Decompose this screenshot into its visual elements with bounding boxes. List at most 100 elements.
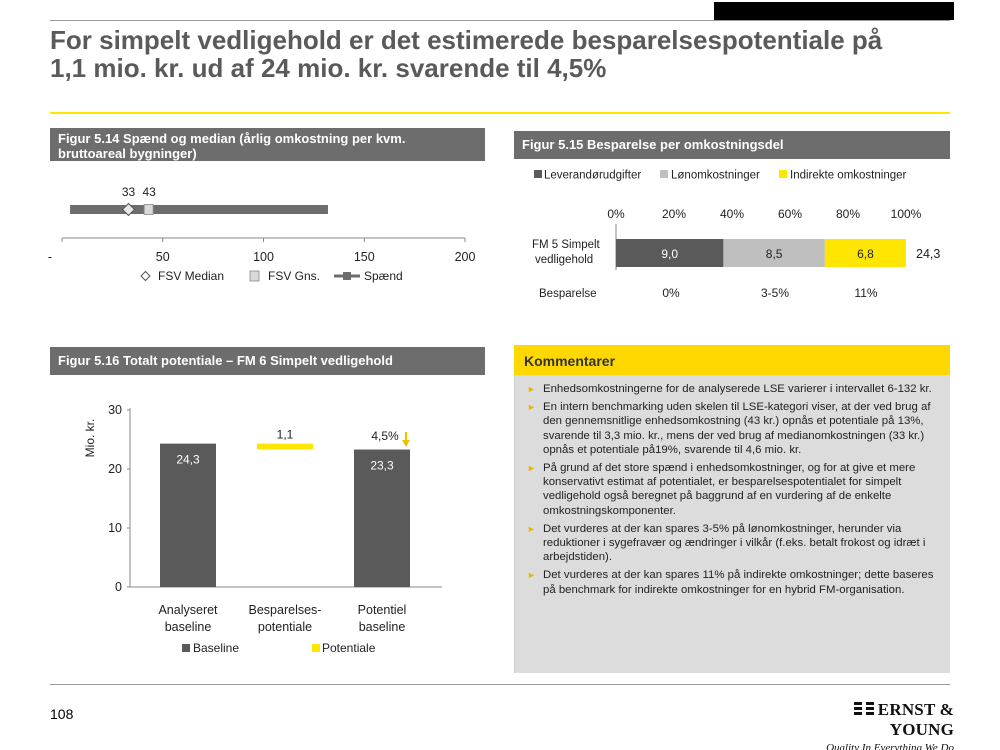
logo-name: ERNST & YOUNG	[877, 700, 954, 739]
fig515-segment-label: 6,8	[857, 247, 874, 261]
legend-indirect-swatch	[779, 170, 787, 178]
fig516-y-tick-label: 10	[108, 521, 122, 535]
fig515-bar-segment	[616, 239, 724, 267]
fig514-tick-label: -	[48, 250, 52, 264]
comment-text: Det vurderes at der kan spares 11% på in…	[543, 569, 934, 596]
fig515-bar-segment	[824, 239, 906, 267]
fig516-category-label: baseline	[359, 620, 406, 634]
comment-item: ► En intern benchmarking uden skelen til …	[527, 400, 938, 457]
page-title-line-1: For simpelt vedligehold er det estimered…	[50, 25, 883, 55]
fig514-title-line-1: Figur 5.14 Spænd og median (årlig omkost…	[58, 131, 406, 146]
bottom-divider	[50, 684, 950, 685]
legend-potential-label: Potentiale	[322, 641, 376, 655]
comments-panel: Kommentarer ► Enhedsomkostningerne for de…	[514, 345, 950, 673]
fig516-y-tick-label: 20	[108, 462, 122, 476]
legend-potential-swatch	[312, 644, 320, 652]
fig514-header: Figur 5.14 Spænd og median (årlig omkost…	[50, 128, 485, 161]
bullet-arrow-icon: ►	[527, 570, 536, 581]
fig514-tick-label: 200	[455, 250, 476, 264]
fig516-title: Figur 5.16 Totalt potentiale – FM 6 Simp…	[58, 353, 393, 368]
legend-supplier-label: Leverandørudgifter	[544, 170, 641, 182]
bullet-arrow-icon: ►	[527, 463, 536, 474]
fig516-bar	[160, 443, 216, 587]
comment-item: ► På grund af det store spænd i enhedsomk…	[527, 461, 938, 518]
comments-list: ► Enhedsomkostningerne for de analyserede…	[527, 382, 938, 597]
fig516-bar-label: 24,3	[176, 453, 200, 467]
fig516-y-label: Mio. kr.	[83, 419, 97, 458]
page-title: For simpelt vedligehold er det estimered…	[50, 26, 960, 82]
legend-median-swatch	[140, 270, 151, 282]
fig514-title-line-2: bruttoareal bygninger)	[58, 146, 197, 161]
comment-item: ► Det vurderes at der kan spares 11% på i…	[527, 568, 938, 596]
fig515-savings-value: 11%	[854, 286, 877, 300]
fig515-percent-tick: 20%	[662, 207, 686, 221]
comment-item: ► Det vurderes at der kan spares 3-5% på …	[527, 522, 938, 565]
fig515-category-line-1: FM 5 Simpelt	[532, 239, 601, 251]
comment-text: En intern benchmarking uden skelen til L…	[543, 401, 931, 456]
fig516-category-label: Besparelses-	[249, 603, 322, 617]
legend-median-label: FSV Median	[158, 269, 224, 283]
fig514-average-marker	[143, 204, 154, 215]
fig515-title: Figur 5.15 Besparelse per omkostningsdel	[522, 137, 784, 152]
fig515-bar-segment	[723, 239, 825, 267]
fig516-bar-label: 23,3	[370, 459, 394, 473]
logo-tagline: Quality In Everything We Do	[826, 742, 954, 750]
fig515-percent-tick: 100%	[891, 207, 922, 221]
bullet-arrow-icon: ►	[527, 384, 536, 394]
legend-baseline-swatch	[182, 644, 190, 652]
ey-logo-icon	[853, 702, 874, 717]
fig515-percent-tick: 0%	[607, 207, 625, 221]
legend-wages-label: Lønomkostninger	[671, 170, 760, 182]
legend-baseline-label: Baseline	[193, 641, 239, 655]
ernst-young-logo: ERNST & YOUNG Quality In Everything We D…	[788, 700, 954, 750]
fig516-category-label: potentiale	[258, 620, 312, 634]
legend-range-swatch	[343, 272, 351, 280]
fig516-chart: Mio. kr. 0 10 20 30 24,3 1,1 23,3 4,5% Analys…	[83, 403, 442, 655]
fig515-chart: Leverandørudgifter Lønomkostninger Indir…	[532, 170, 940, 301]
legend-range-label: Spænd	[364, 269, 403, 283]
comment-text: Enhedsomkostningerne for de analyserede …	[543, 383, 932, 395]
fig516-y-tick-label: 0	[115, 580, 122, 594]
legend-indirect-label: Indirekte omkostninger	[790, 170, 907, 182]
comment-text: Det vurderes at der kan spares 3-5% på l…	[543, 522, 926, 564]
fig516-y-tick-label: 30	[108, 403, 122, 417]
fig515-percent-tick: 60%	[778, 207, 802, 221]
page-title-line-2: 1,1 mio. kr. ud af 24 mio. kr. svarende …	[50, 53, 607, 83]
fig514-median-label: 33	[122, 185, 136, 199]
fig516-category-label: Potentiel	[358, 603, 407, 617]
fig515-savings-value: 3-5%	[761, 286, 789, 300]
fig514-average-label: 43	[142, 185, 156, 199]
fig516-category-label: baseline	[165, 620, 212, 634]
fig515-category-line-2: vedligehold	[535, 254, 593, 266]
fig515-percent-tick: 80%	[836, 207, 860, 221]
bullet-arrow-icon: ►	[527, 402, 536, 413]
fig515-segment-label: 9,0	[661, 247, 678, 261]
fig514-chart: 33 43 - 50 100 150 200 FSV Median FSV Gns. S…	[48, 185, 476, 283]
fig514-median-marker	[121, 202, 136, 217]
page-number: 108	[50, 706, 74, 722]
fig515-percent-tick: 40%	[720, 207, 744, 221]
down-arrow-icon	[402, 432, 410, 447]
redaction-bar	[714, 2, 954, 20]
legend-supplier-swatch	[534, 170, 542, 178]
comments-title: Kommentarer	[514, 345, 950, 375]
fig514-tick-label: 100	[253, 250, 274, 264]
legend-wages-swatch	[660, 170, 668, 178]
comment-item: ► Enhedsomkostningerne for de analyserede…	[527, 382, 938, 396]
fig514-tick-label: 50	[156, 250, 170, 264]
fig515-segment-label: 8,5	[766, 247, 783, 261]
fig516-bar-label: 1,1	[277, 428, 294, 442]
fig516-bar	[354, 449, 410, 587]
title-underline	[50, 112, 950, 114]
fig515-header: Figur 5.15 Besparelse per omkostningsdel	[514, 131, 950, 159]
comments-body: ► Enhedsomkostningerne for de analyserede…	[514, 375, 950, 673]
legend-average-label: FSV Gns.	[268, 269, 320, 283]
fig514-range-bar	[70, 205, 328, 214]
comment-text: På grund af det store spænd i enhedsomko…	[543, 462, 916, 517]
fig514-tick-label: 150	[354, 250, 375, 264]
fig515-total-label: 24,3	[916, 247, 940, 261]
fig516-bar	[257, 443, 313, 450]
fig516-annotation: 4,5%	[371, 429, 399, 443]
fig516-category-label: Analyseret	[158, 603, 218, 617]
fig516-header: Figur 5.16 Totalt potentiale – FM 6 Simp…	[50, 347, 485, 375]
